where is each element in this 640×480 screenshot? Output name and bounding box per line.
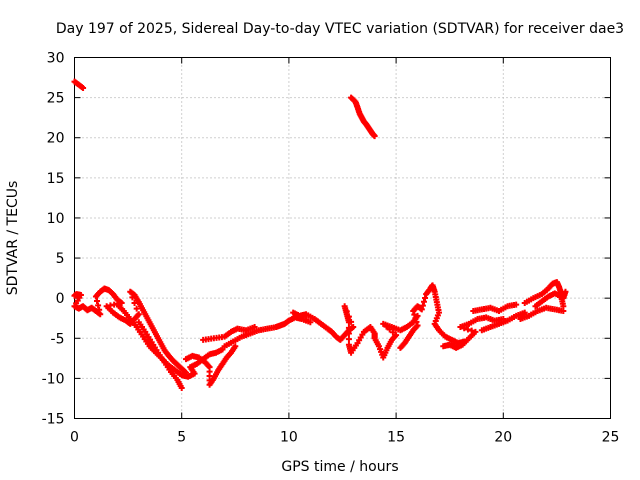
data-point [345,330,352,337]
x-tick-label: 15 [387,430,405,446]
data-point [307,319,314,326]
data-point [94,297,101,304]
data-point [345,324,352,331]
data-point [412,315,419,322]
data-point [389,329,396,336]
y-tick-label: 10 [47,211,65,227]
x-tick-label: 20 [494,430,512,446]
data-point [419,302,426,309]
data-point [133,305,140,312]
data-point [80,84,87,91]
data-point [345,319,352,326]
data-point [232,343,239,350]
data-point [414,322,421,329]
data-point [178,385,185,392]
x-axis-label: GPS time / hours [281,459,398,475]
axis-ticks [74,57,611,419]
y-tick-label: -5 [51,331,65,347]
data-point [303,316,310,323]
y-tick-label: 5 [56,251,65,267]
y-tick-label: 20 [47,131,65,147]
y-tick-labels: -15 -10 -5 0 5 10 15 20 25 30 [42,51,65,428]
data-point [418,306,425,313]
y-tick-label: 0 [56,291,65,307]
data-point [562,288,569,295]
data-point [97,311,104,318]
data-point [95,302,102,309]
y-tick-label: 25 [47,91,65,107]
data-point [371,133,378,140]
x-tick-label: 0 [70,430,79,446]
data-point [345,336,352,343]
chart-title: Day 197 of 2025, Sidereal Day-to-day VTE… [56,21,624,37]
data-point [513,301,520,308]
data-point [420,298,427,305]
y-tick-label: -10 [42,371,65,387]
data-point [422,294,429,301]
x-tick-label: 10 [280,430,298,446]
x-tick-label: 25 [602,430,620,446]
plot-frame [74,57,611,419]
data-point [468,327,475,334]
y-tick-label: 30 [47,51,65,67]
y-axis-label: SDTVAR / TECUs [5,181,21,296]
x-tick-label: 5 [177,430,186,446]
data-point [560,303,567,310]
data-point [135,311,142,318]
y-tick-label: 15 [47,171,65,187]
y-tick-label: -15 [42,412,65,428]
x-tick-labels: 0 5 10 15 20 25 [70,430,619,446]
data-point [413,318,420,325]
grid [74,57,611,419]
data-point [464,326,471,333]
data-point [393,332,400,339]
data-point [96,306,103,313]
data-point [472,328,479,335]
data-series [71,78,569,392]
data-point [219,346,226,353]
